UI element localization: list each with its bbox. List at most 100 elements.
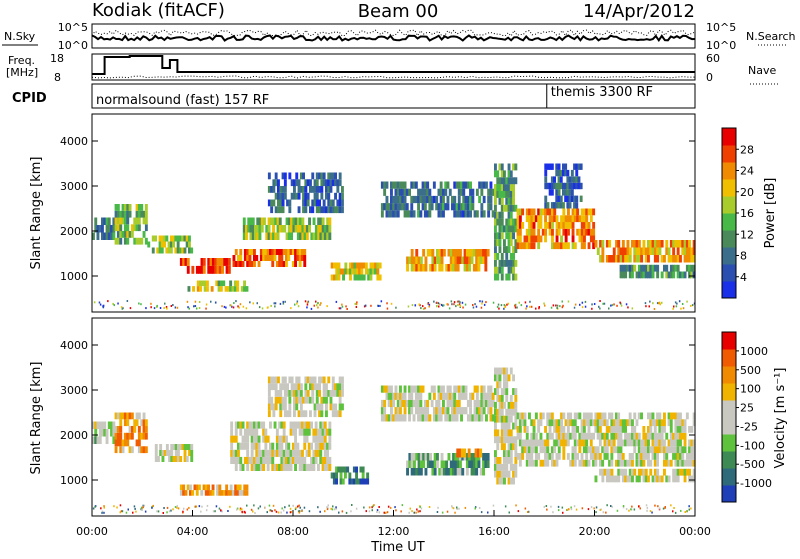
data-cell [202,258,206,266]
data-cell [100,507,102,510]
data-cell [140,432,144,440]
data-cell [328,435,332,443]
data-cell [326,449,329,457]
data-cell [452,453,455,461]
data-cell [589,412,593,420]
data-cell [283,403,287,411]
data-cell [494,408,497,416]
data-cell [445,460,449,468]
data-cell [403,210,407,218]
y-tick-label: 3000 [60,384,88,397]
data-cell [667,412,671,420]
data-cell [665,264,669,272]
data-cell [674,432,678,440]
data-cell [498,184,502,191]
data-cell [512,401,515,409]
data-cell [293,410,296,418]
data-cell [539,222,543,229]
data-cell [188,247,191,254]
data-cell [326,508,329,511]
data-cell [346,268,350,275]
data-cell [585,215,589,223]
data-cell [482,195,486,204]
data-cell [503,463,506,471]
data-cell [299,186,303,193]
data-cell [578,235,582,243]
data-cell [610,432,614,440]
data-cell [605,255,609,263]
data-cell [341,376,344,384]
data-cell [297,410,301,418]
data-cell [294,463,297,471]
data-cell [589,432,593,440]
data-cell [525,242,529,250]
data-cell [556,304,559,307]
data-cell [557,439,561,447]
data-cell [500,259,504,267]
data-cell [311,172,315,180]
data-cell [239,456,243,464]
data-cell [101,225,104,233]
data-cell [119,224,123,232]
data-cell [514,415,518,423]
data-cell [637,439,641,447]
data-cell [279,390,283,397]
data-cell [610,304,612,307]
data-cell [575,176,579,183]
data-cell [612,426,616,433]
data-cell [301,428,304,436]
data-cell [496,232,500,240]
data-cell [553,459,557,467]
data-cell [619,446,623,454]
data-cell [610,439,614,447]
data-cell [456,460,460,468]
data-cell [417,264,421,272]
data-cell [514,436,518,444]
data-cell [653,432,657,440]
data-cell [503,415,506,423]
data-cell [296,449,300,457]
data-cell [330,472,334,479]
data-cell [415,256,419,264]
data-cell [505,204,509,212]
data-cell [442,385,445,393]
data-cell [361,478,365,485]
data-cell [615,419,618,427]
data-cell [286,199,289,207]
data-cell [438,264,442,272]
data-cell [98,225,102,233]
data-cell [324,510,326,513]
data-cell [401,414,405,422]
data-cell [570,169,574,177]
data-cell [599,468,602,476]
data-cell [401,203,405,211]
data-cell [569,215,573,223]
data-cell [219,286,223,292]
data-cell [509,232,513,240]
data-cell [444,203,448,211]
data-cell [475,305,478,308]
data-cell [649,264,653,272]
data-cell [117,302,119,305]
data-cell [516,432,520,440]
data-cell [550,306,553,309]
data-cell [514,204,518,212]
data-cell [218,490,222,496]
data-cell [573,446,577,454]
data-cell [298,428,302,436]
data-cell [514,273,518,281]
data-cell [282,435,286,443]
data-cell [226,286,230,292]
data-cell [660,446,664,454]
data-cell [482,392,486,400]
data-cell [503,422,506,430]
data-cell [195,265,199,274]
data-cell [225,258,229,266]
data-cell [463,264,467,272]
data-cell [105,436,109,444]
data-cell [430,195,434,204]
data-cell [120,306,123,309]
data-cell [635,432,639,440]
data-cell [417,399,420,408]
data-cell [243,484,247,491]
